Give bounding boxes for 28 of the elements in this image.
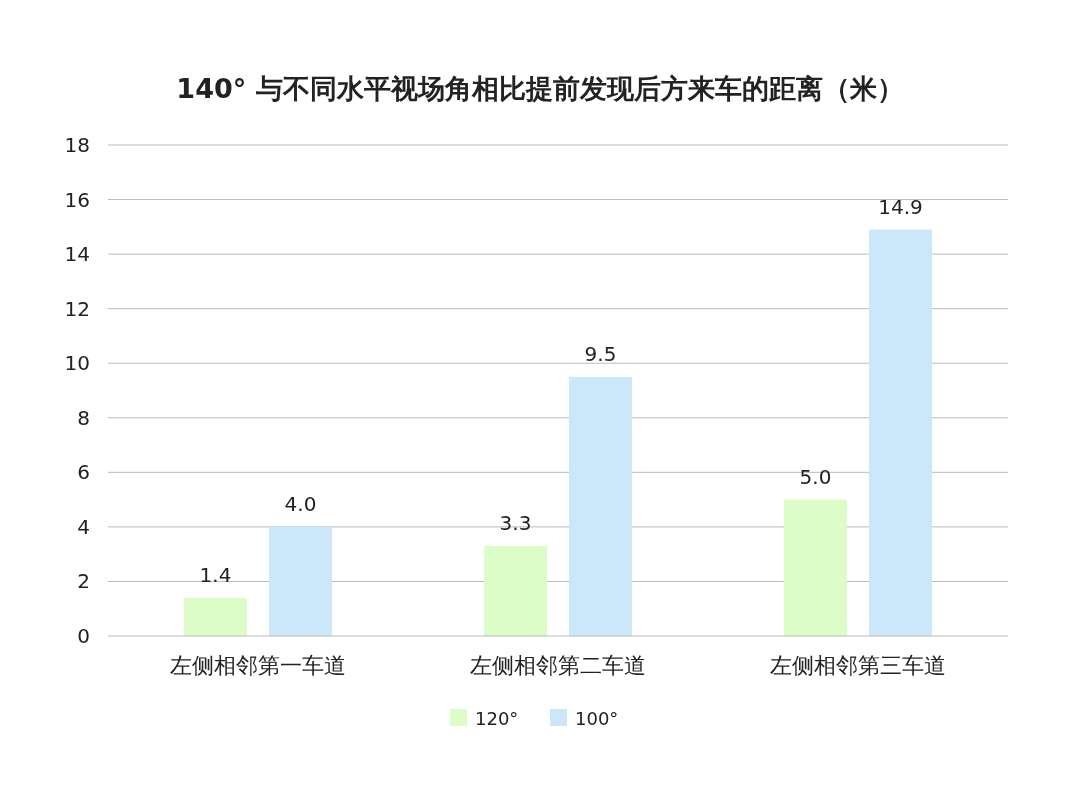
y-tick-label: 6 xyxy=(77,460,90,485)
data-label: 14.9 xyxy=(878,194,923,219)
data-label: 4.0 xyxy=(284,491,317,516)
x-tick-label: 左侧相邻第三车道 xyxy=(770,653,946,678)
bar xyxy=(269,526,332,636)
data-label: 5.0 xyxy=(799,464,832,489)
bar xyxy=(484,545,547,636)
y-tick-label: 16 xyxy=(64,187,90,212)
y-tick-label: 18 xyxy=(64,133,90,157)
data-label: 1.4 xyxy=(199,562,232,587)
x-tick-label: 左侧相邻第二车道 xyxy=(470,653,646,678)
y-tick-label: 0 xyxy=(77,624,90,648)
y-tick-label: 8 xyxy=(77,405,90,430)
bar xyxy=(869,229,932,636)
y-tick-label: 4 xyxy=(77,514,90,539)
legend-label: 120° xyxy=(475,708,519,729)
bar xyxy=(784,499,847,636)
y-tick-label: 12 xyxy=(64,296,90,321)
legend-label: 100° xyxy=(575,708,619,729)
y-tick-label: 2 xyxy=(77,569,90,594)
chart-title: 140° 与不同水平视场角相比提前发现后方来车的距离（米） xyxy=(176,73,904,104)
y-tick-label: 10 xyxy=(64,351,90,376)
bar xyxy=(184,597,247,636)
data-label: 3.3 xyxy=(499,510,532,535)
x-tick-label: 左侧相邻第一车道 xyxy=(170,653,346,678)
bar xyxy=(569,376,632,636)
data-label: 9.5 xyxy=(584,341,617,366)
y-tick-label: 14 xyxy=(64,242,90,267)
